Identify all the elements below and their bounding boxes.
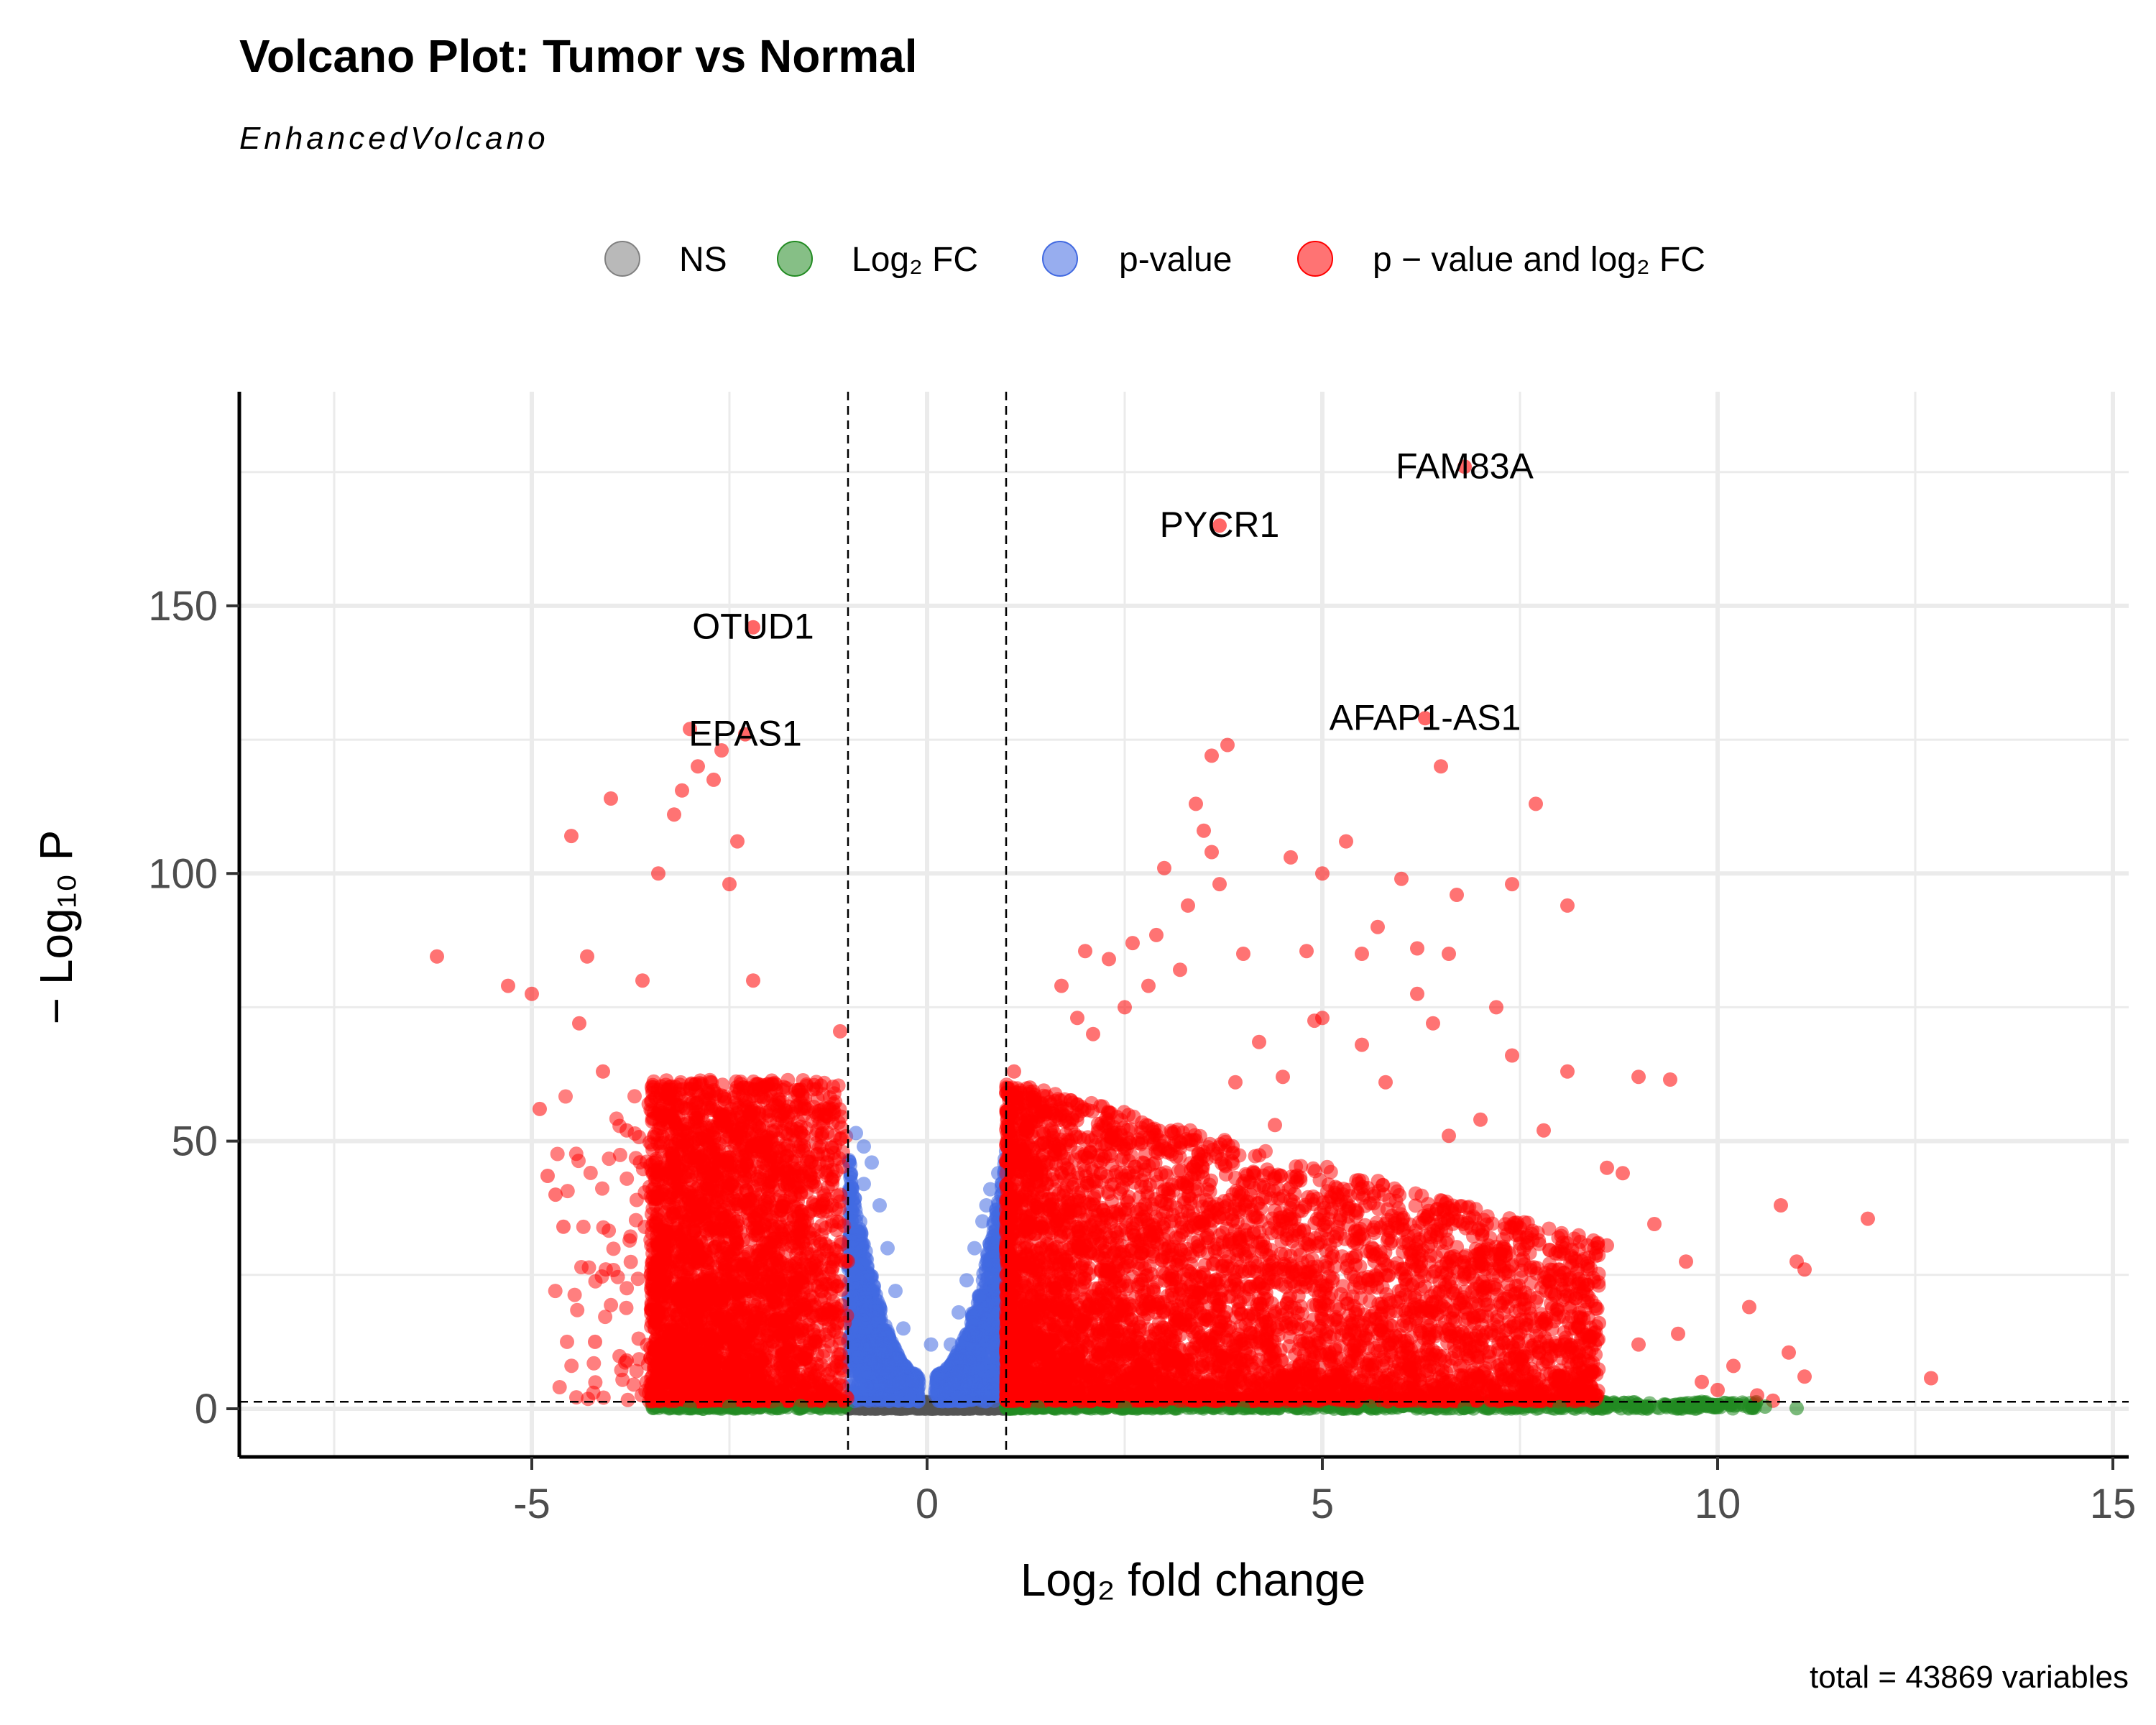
point-fc bbox=[1726, 1401, 1741, 1416]
point-p bbox=[869, 1333, 884, 1348]
point-p bbox=[939, 1382, 954, 1397]
point-p bbox=[848, 1266, 863, 1282]
point-p bbox=[862, 1282, 877, 1297]
point-p bbox=[849, 1342, 865, 1357]
point-p bbox=[863, 1354, 878, 1369]
point-p bbox=[948, 1351, 962, 1366]
point-p bbox=[985, 1368, 1000, 1384]
chart-subtitle: EnhancedVolcano bbox=[239, 121, 549, 156]
point-p bbox=[969, 1326, 983, 1341]
point-p bbox=[882, 1358, 896, 1373]
point-p bbox=[858, 1382, 873, 1397]
point-p bbox=[981, 1350, 996, 1365]
point-p bbox=[970, 1382, 985, 1397]
point-p bbox=[929, 1371, 944, 1386]
point-both bbox=[576, 1219, 591, 1234]
point-p bbox=[903, 1392, 918, 1407]
chart-title: Volcano Plot: Tumor vs Normal bbox=[239, 30, 918, 82]
legend-swatch-p bbox=[1042, 241, 1078, 277]
point-p bbox=[868, 1393, 883, 1408]
point-p bbox=[962, 1351, 977, 1366]
legend-label-p: p-value bbox=[1119, 241, 1232, 279]
legend-label-ns: NS bbox=[679, 241, 727, 279]
point-p bbox=[973, 1288, 988, 1303]
legend-swatch-both bbox=[1297, 241, 1333, 277]
legend-swatch-ns bbox=[604, 241, 640, 277]
point-p bbox=[982, 1254, 998, 1268]
point-p bbox=[882, 1393, 897, 1408]
point-p bbox=[981, 1270, 995, 1285]
legend-label-fc: Log₂ FC bbox=[852, 241, 978, 279]
legend: NS Log₂ FC p-value p − value and log₂ FC bbox=[604, 241, 1705, 279]
point-fc bbox=[1616, 1395, 1631, 1410]
point-both bbox=[552, 1380, 567, 1394]
point-p bbox=[977, 1305, 992, 1319]
legend-swatch-fc bbox=[777, 241, 813, 277]
point-p bbox=[905, 1373, 920, 1388]
data-points bbox=[430, 459, 1938, 1416]
legend-label-both: p − value and log₂ FC bbox=[1373, 241, 1705, 279]
point-p bbox=[892, 1376, 906, 1391]
point-p bbox=[868, 1310, 883, 1325]
point-p bbox=[858, 1321, 873, 1336]
